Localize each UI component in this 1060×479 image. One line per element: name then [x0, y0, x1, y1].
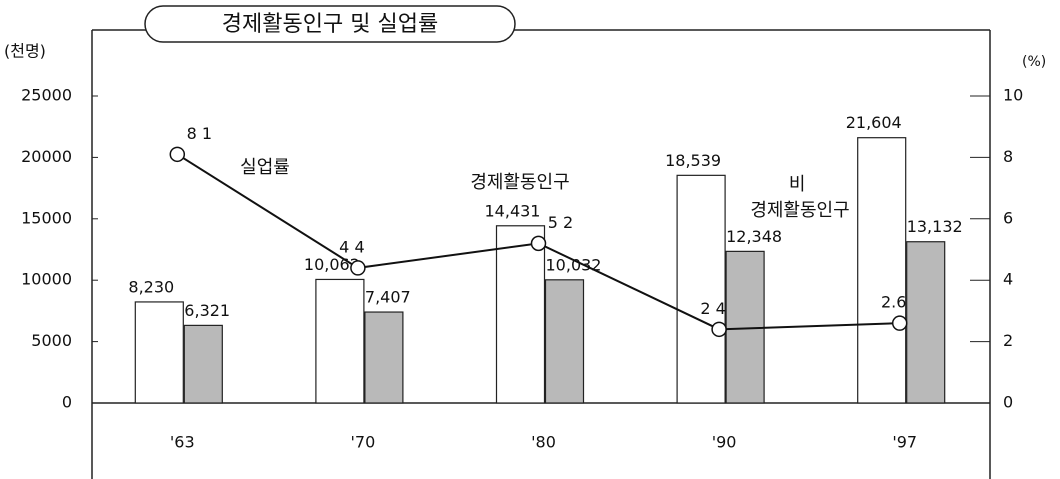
bar — [183, 324, 223, 404]
bar — [857, 137, 907, 404]
bar-value-label: 12,348 — [726, 227, 782, 246]
y-axis-title: (천명) — [4, 42, 46, 61]
line-value-label: 4 4 — [339, 237, 364, 256]
bar — [315, 278, 365, 404]
bar — [134, 301, 184, 404]
x-tick-label: '97 — [892, 433, 917, 452]
line-value-label: 5 2 — [548, 213, 573, 232]
bar-value-label: 13,132 — [907, 217, 963, 236]
y2-tick-label: 4 — [1003, 270, 1013, 289]
bar — [364, 311, 404, 404]
y-tick-label: 5000 — [31, 331, 72, 350]
bar-value-label: 18,539 — [665, 151, 721, 170]
point — [711, 321, 727, 338]
point — [169, 146, 186, 163]
bar-value-label: 8,230 — [128, 277, 174, 296]
line-value-label: 2.6 — [881, 293, 906, 312]
bar — [676, 174, 726, 404]
bar-value-label: 6,321 — [184, 301, 230, 320]
series-label: 경제활동인구 — [470, 172, 569, 193]
bar-value-label: 7,407 — [365, 288, 411, 307]
chart-title: 경제활동인구 및 실업률 — [222, 12, 438, 37]
y-tick-label: 0 — [62, 393, 72, 412]
y2-tick-label: 8 — [1003, 147, 1013, 166]
y-tick-label: 10000 — [21, 270, 72, 289]
y-tick-label: 25000 — [21, 86, 72, 105]
y2-tick-label: 10 — [1003, 86, 1023, 105]
bar-value-label: 14,431 — [485, 201, 541, 220]
y-tick-label: 15000 — [21, 208, 72, 227]
bar-value-label: 10,032 — [546, 255, 602, 274]
point — [891, 315, 908, 331]
line-value-label: 8 1 — [187, 124, 212, 143]
bar — [906, 241, 946, 404]
x-tick-label: '80 — [531, 433, 556, 452]
bar — [544, 279, 585, 404]
point — [530, 235, 547, 252]
y2-tick-label: 2 — [1003, 331, 1013, 350]
x-tick-label: '90 — [712, 433, 737, 452]
y2-tick-label: 6 — [1003, 208, 1013, 227]
point — [350, 260, 366, 276]
series-label: 실업률 — [240, 157, 290, 178]
bar — [495, 225, 546, 404]
y2-tick-label: 0 — [1003, 393, 1013, 412]
y-tick-label: 20000 — [21, 147, 72, 166]
bar-value-label: 21,604 — [846, 113, 902, 132]
series-label: 비 경제활동인구 — [750, 174, 849, 221]
x-tick-label: '70 — [351, 433, 376, 452]
x-tick-label: '63 — [170, 433, 195, 452]
title-box — [144, 5, 516, 43]
y2-axis-title: (%) — [1022, 54, 1046, 70]
line-value-label: 2 4 — [700, 299, 725, 318]
